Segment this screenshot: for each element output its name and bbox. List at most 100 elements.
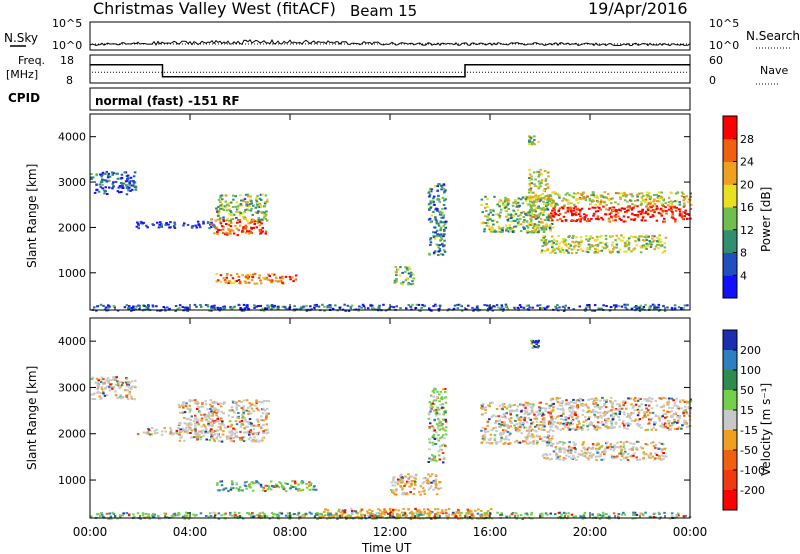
power-cell [624,306,627,309]
velocity-cell [245,409,249,412]
velocity-cell [439,421,442,424]
velocity-cell [433,438,437,440]
power-cell [257,202,260,204]
power-cell [258,228,262,231]
power-cell [90,173,93,175]
velocity-cell [396,478,400,481]
power-cell [579,215,582,218]
power-cell [167,223,170,226]
power-cell [246,219,249,222]
power-cell [281,277,284,280]
power-cell [657,243,661,246]
power-cell [244,224,247,227]
velocity-cell [444,444,447,447]
velocity-cell [549,398,553,400]
power-cell [126,180,129,182]
power-cell [540,197,543,200]
velocity-cell [278,511,282,514]
power-cell [398,274,402,277]
power-cell [530,178,534,181]
power-cell [553,209,556,212]
velocity-cell [619,452,623,455]
velocity-cell [506,431,510,433]
power-cell [627,205,630,208]
power-cell [593,251,596,254]
power-cell [226,233,229,236]
velocity-cell [326,511,330,514]
velocity-cell [250,515,253,518]
velocity-cell [290,484,293,487]
power-cell [541,245,544,247]
velocity-cell [637,411,641,414]
power-cell [257,276,261,279]
velocity-cell [176,432,179,435]
power-cell [242,226,245,229]
power-cell [321,303,324,306]
power-cell [583,213,586,216]
velocity-cell [483,436,487,439]
velocity-cell [125,378,129,381]
velocity-cell [635,513,639,516]
power-cell [639,210,642,213]
velocity-cell [539,513,542,516]
power-cell [137,227,140,230]
velocity-cell [189,422,192,425]
power-cell [487,213,490,216]
velocity-cell [629,423,632,425]
power-cell [582,196,585,199]
velocity-cell [249,486,252,489]
power-cell [674,220,677,223]
power-cell [542,236,545,239]
velocity-cell [198,430,201,433]
velocity-cell [434,473,438,476]
velocity-cell [609,445,612,448]
velocity-cell [620,450,623,453]
power-cell [362,305,366,308]
velocity-cell [589,451,592,454]
velocity-cell [684,420,688,423]
velocity-cell [586,425,589,428]
velocity-cell [543,439,546,442]
power-cell [647,206,651,209]
velocity-cell [633,511,637,514]
power-cell [244,276,248,278]
velocity-cell [594,415,597,418]
velocity-cell [547,411,550,414]
colorbar-tick-label: 28 [740,133,754,146]
velocity-cell [622,400,625,403]
power-cell [670,204,674,206]
velocity-cell [247,413,250,415]
power-cell [225,273,229,276]
power-cell [612,304,616,307]
power-cell [652,239,656,242]
power-cell [565,249,569,252]
power-cell [663,309,667,312]
velocity-cell [198,436,202,439]
velocity-cell [623,427,626,429]
velocity-cell [152,516,156,518]
power-cell [411,280,414,283]
velocity-cell [500,438,503,441]
velocity-cell [675,397,678,400]
velocity-cell [97,379,100,382]
power-cell [229,210,232,212]
velocity-cell [611,406,614,409]
power-cell [659,238,662,241]
velocity-cell [341,512,345,515]
power-cell [285,308,288,311]
velocity-cell [541,454,545,457]
power-cell [108,175,112,178]
power-cell [546,186,550,189]
power-cell [636,193,639,196]
velocity-cell [442,418,445,421]
power-cell [303,306,306,309]
power-cell [219,204,222,207]
power-cell [530,209,534,212]
velocity-cell [219,405,223,408]
velocity-cell [147,428,151,431]
power-cell [683,204,686,207]
power-cell [507,220,510,222]
power-cell [648,240,651,242]
power-cell [441,207,444,210]
velocity-cell [585,452,588,455]
